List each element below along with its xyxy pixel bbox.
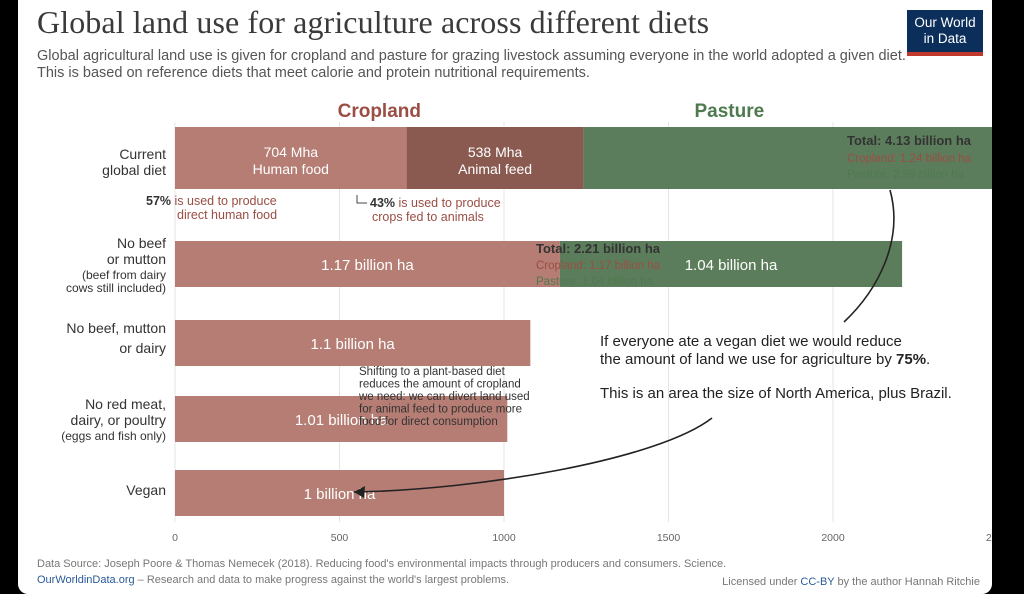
bar-label: 538 Mha — [468, 144, 523, 160]
total-cropland: Cropland: 1.17 billion ha — [536, 260, 661, 272]
bar-human_food — [175, 396, 508, 442]
bar-pasture — [583, 127, 992, 189]
animal-feed-note: 43% is used to produce — [370, 196, 501, 210]
bar-human_food — [175, 470, 504, 516]
vegan-callout: the amount of land we use for agricultur… — [600, 351, 930, 368]
bar-animal_feed — [406, 127, 584, 189]
x-tick-label: 2000 — [821, 532, 845, 544]
human-food-note: 57% is used to produce — [146, 194, 277, 208]
x-tick-label: 2500 — [986, 532, 992, 544]
owid-link[interactable]: OurWorldinData.org — [37, 574, 135, 586]
license-suffix: by the author Hannah Ritchie — [834, 576, 981, 588]
chart-title: Global land use for agriculture across d… — [37, 4, 710, 40]
bar-label: 1 billion ha — [304, 486, 376, 503]
chart-card: Global land use for agriculture across d… — [18, 0, 992, 594]
logo-line-1: Our World — [914, 15, 976, 30]
x-tick-label: 1500 — [657, 532, 681, 544]
bar-label: 1.1 billion ha — [311, 336, 396, 353]
vegan-callout: This is an area the size of North Americ… — [600, 385, 952, 402]
land-use-chart: 05001000150020002500300035004000Cropland… — [61, 101, 992, 544]
human-food-note: direct human food — [177, 208, 277, 222]
category-label: or mutton — [107, 251, 166, 267]
curve-arrow-vegan — [353, 417, 713, 493]
vegan-callout: If everyone ate a vegan diet we would re… — [600, 333, 902, 350]
bar-human_food — [175, 320, 531, 366]
total-cropland: Cropland: 1.24 billion ha — [847, 153, 972, 165]
category-label: or dairy — [119, 340, 166, 356]
category-label: Current — [119, 146, 166, 162]
category-label: No beef — [117, 235, 166, 251]
shift-note: we need: we can divert land used — [358, 391, 530, 403]
curve-arrow-top — [843, 189, 895, 323]
cropland-header: Cropland — [338, 101, 421, 122]
category-sublabel: (eggs and fish only) — [61, 429, 166, 443]
data-source: Data Source: Joseph Poore & Thomas Nemec… — [37, 558, 727, 570]
category-sublabel: (beef from dairy — [82, 268, 166, 282]
bar-human_food — [175, 241, 560, 287]
category-sublabel: cows still included) — [66, 281, 166, 295]
bar-label: Animal feed — [458, 161, 532, 177]
total-label: Total: 2.21 billion ha — [536, 241, 661, 256]
x-tick-label: 500 — [331, 532, 349, 544]
bar-label: 1.04 billion ha — [685, 257, 778, 274]
category-label: No beef, mutton — [66, 320, 166, 336]
footer-tagline: OurWorldinData.org – Research and data t… — [37, 574, 509, 586]
category-label: Vegan — [126, 482, 166, 498]
chart-subtitle: Global agricultural land use is given fo… — [37, 48, 906, 81]
arrow-head — [354, 486, 365, 498]
owid-logo[interactable]: Our World in Data — [907, 10, 983, 56]
shift-note: food for direct consumption — [359, 416, 498, 428]
license-prefix: Licensed under — [722, 576, 801, 588]
category-label: No red meat, — [85, 396, 166, 412]
total-pasture: Pasture: 2.89 billion ha — [847, 169, 965, 181]
shift-note: for animal feed to produce more — [359, 404, 522, 416]
shift-note: reduces the amount of cropland — [359, 379, 521, 391]
x-tick-label: 1000 — [492, 532, 516, 544]
category-label: global diet — [102, 162, 166, 178]
bar-label: 1.17 billion ha — [321, 257, 414, 274]
category-label: dairy, or poultry — [71, 412, 166, 428]
logo-line-2: in Data — [923, 31, 967, 46]
bar-label: Human food — [253, 161, 329, 177]
license-link[interactable]: CC-BY — [800, 576, 835, 588]
animal-feed-note: crops fed to animals — [372, 210, 484, 224]
total-pasture: Pasture: 1.04 billion ha — [536, 276, 654, 288]
feed-note-bracket — [356, 195, 367, 204]
bar-pasture — [559, 241, 903, 287]
owid-tagline: – Research and data to make progress aga… — [134, 574, 510, 586]
total-label: Total: 4.13 billion ha — [847, 133, 972, 148]
shift-note: Shifting to a plant-based diet — [359, 366, 506, 378]
bar-human_food — [175, 127, 407, 189]
bar-label: 704 Mha — [264, 144, 319, 160]
x-tick-label: 0 — [172, 532, 178, 544]
bar-label: 1.01 billion ha — [295, 412, 388, 429]
license: Licensed under CC-BY by the author Hanna… — [722, 576, 980, 588]
pasture-header: Pasture — [695, 101, 765, 122]
